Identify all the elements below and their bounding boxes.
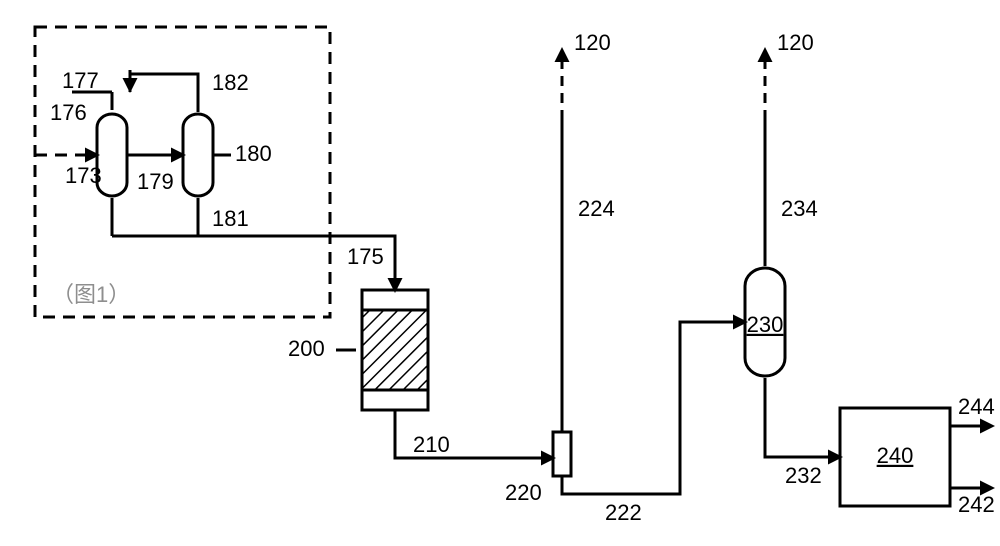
line-182 xyxy=(130,74,198,112)
label-230: 230 xyxy=(747,312,784,337)
label-242: 242 xyxy=(958,492,995,517)
label-220: 220 xyxy=(505,480,542,505)
label-234: 234 xyxy=(781,196,818,221)
label-175: 175 xyxy=(347,244,384,269)
separator-220 xyxy=(553,432,571,476)
label-120a: 120 xyxy=(574,30,611,55)
label-173: 173 xyxy=(65,163,102,188)
label-180: 180 xyxy=(235,141,272,166)
label-232: 232 xyxy=(785,463,822,488)
line-232 xyxy=(765,378,840,457)
label-179: 179 xyxy=(137,169,174,194)
label-222: 222 xyxy=(605,500,642,525)
reactor-200-bed xyxy=(362,310,428,390)
label-182: 182 xyxy=(212,70,249,95)
label-177: 177 xyxy=(62,68,99,93)
label-200: 200 xyxy=(288,336,325,361)
label-244: 244 xyxy=(958,394,995,419)
caption-fig1: （图1） xyxy=(52,282,130,307)
label-210: 210 xyxy=(413,432,450,457)
label-120b: 120 xyxy=(777,30,814,55)
label-224: 224 xyxy=(578,196,615,221)
label-181: 181 xyxy=(212,206,249,231)
vessel-180 xyxy=(183,114,213,196)
line-222 xyxy=(562,322,745,494)
label-240: 240 xyxy=(877,443,914,468)
label-176: 176 xyxy=(50,100,87,125)
